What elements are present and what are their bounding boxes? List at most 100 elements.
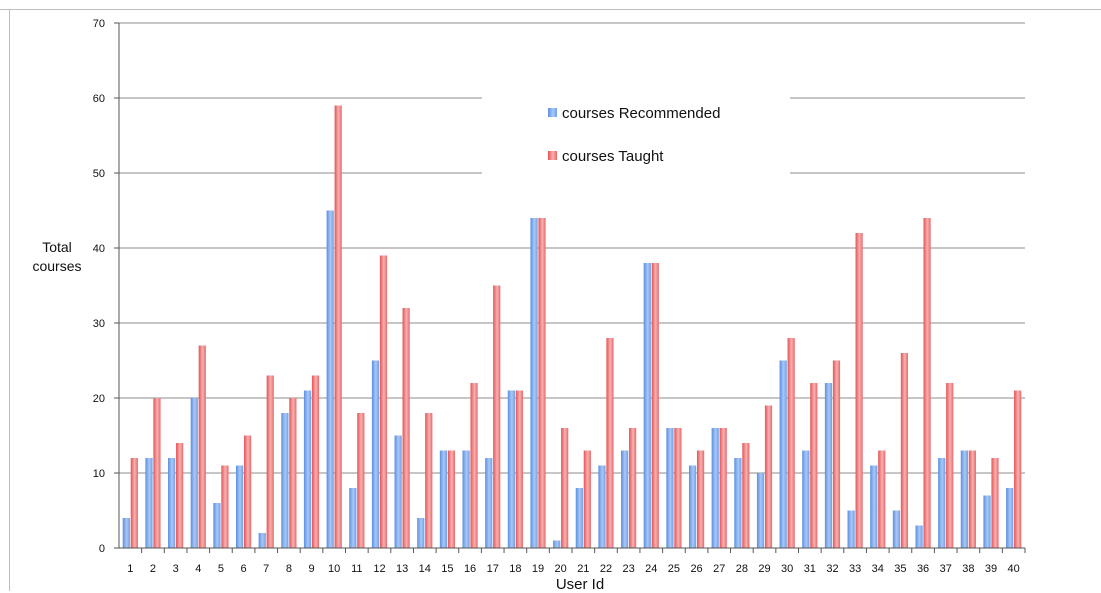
bar-courses-taught — [1014, 390, 1022, 548]
x-tick-label: 28 — [736, 563, 748, 575]
x-tick-label: 32 — [826, 563, 838, 575]
y-tick-label: 0 — [99, 543, 105, 555]
x-tick-label: 4 — [195, 563, 201, 575]
x-tick-label: 31 — [804, 563, 816, 575]
x-tick-label: 25 — [668, 563, 680, 575]
bar-courses-taught — [425, 413, 433, 548]
bar-courses-taught — [719, 428, 727, 548]
x-tick-label: 37 — [940, 563, 952, 575]
bar-courses-recommended — [190, 398, 198, 548]
x-tick-label: 6 — [241, 563, 247, 575]
bar-courses-taught — [606, 338, 614, 548]
x-tick-label: 33 — [849, 563, 861, 575]
bar-courses-taught — [742, 443, 750, 548]
x-tick-label: 8 — [286, 563, 292, 575]
legend-label: courses Recommended — [562, 105, 720, 122]
x-tick-label: 22 — [600, 563, 612, 575]
bar-courses-recommended — [235, 465, 244, 548]
bar-courses-recommended — [168, 458, 176, 548]
x-tick-label: 12 — [373, 563, 385, 575]
bar-courses-taught — [832, 360, 841, 548]
bar-courses-taught — [878, 450, 886, 548]
bar-courses-recommended — [802, 450, 810, 548]
legend-swatch — [548, 108, 557, 117]
y-tick-label: 40 — [93, 243, 105, 255]
bar-courses-taught — [311, 375, 320, 548]
x-tick-label: 7 — [263, 563, 269, 575]
y-tick-label: 10 — [93, 468, 105, 480]
x-tick-label: 20 — [555, 563, 567, 575]
x-tick-label: 11 — [351, 563, 362, 575]
x-tick-label: 19 — [532, 563, 544, 575]
bar-courses-recommended — [938, 458, 946, 548]
bar-courses-taught — [787, 338, 795, 548]
x-tick-label: 27 — [713, 563, 725, 575]
bar-courses-taught — [221, 465, 229, 548]
bar-courses-taught — [243, 435, 252, 548]
x-tick-label: 17 — [487, 563, 499, 575]
y-axis-label: Total courses — [32, 239, 82, 274]
bar-courses-recommended — [122, 518, 130, 548]
x-tick-label: 1 — [127, 563, 133, 575]
bar-courses-taught — [900, 353, 909, 548]
bar-courses-recommended — [145, 458, 153, 548]
x-tick-label: 36 — [917, 563, 929, 575]
y-tick-label: 70 — [93, 18, 105, 30]
bar-courses-recommended — [621, 450, 629, 548]
bar-courses-taught — [696, 450, 705, 548]
bar-courses-recommended — [553, 540, 561, 548]
bar-courses-recommended — [485, 458, 493, 548]
bar-courses-recommended — [507, 390, 515, 548]
frame-border-top — [0, 9, 1101, 10]
bars — [122, 105, 1022, 548]
bar-courses-recommended — [870, 465, 878, 548]
x-tick-label: 21 — [577, 563, 589, 575]
x-tick-label: 26 — [690, 563, 702, 575]
y-tick-label: 30 — [93, 318, 105, 330]
bar-courses-taught — [923, 218, 931, 548]
bar-courses-recommended — [983, 495, 991, 548]
bar-courses-recommended — [666, 428, 674, 548]
bar-courses-recommended — [688, 465, 697, 548]
bar-courses-recommended — [575, 488, 583, 548]
bar-courses-recommended — [439, 450, 448, 548]
bar-courses-taught — [674, 428, 682, 548]
bar-courses-taught — [561, 428, 569, 548]
frame-border-left — [9, 9, 10, 591]
bar-courses-taught — [493, 285, 501, 548]
bar-courses-recommended — [530, 218, 538, 548]
bar-courses-recommended — [915, 525, 923, 548]
bar-courses-taught — [289, 398, 297, 548]
bar-courses-recommended — [1006, 488, 1014, 548]
x-tick-label: 18 — [509, 563, 521, 575]
bar-courses-recommended — [734, 458, 742, 548]
x-tick-label: 14 — [419, 563, 431, 575]
bar-courses-recommended — [281, 413, 289, 548]
bar-courses-recommended — [213, 503, 221, 548]
bar-courses-taught — [379, 255, 388, 548]
bar-courses-taught — [651, 263, 659, 548]
bar-courses-taught — [810, 383, 818, 548]
x-tick-label: 13 — [396, 563, 408, 575]
bar-courses-recommended — [462, 450, 470, 548]
bar-courses-recommended — [349, 488, 357, 548]
bar-courses-recommended — [892, 510, 901, 548]
bar-courses-recommended — [711, 428, 719, 548]
x-tick-label: 2 — [150, 563, 156, 575]
bar-courses-taught — [402, 308, 410, 548]
y-tick-label: 50 — [93, 168, 105, 180]
x-tick-label: 23 — [623, 563, 635, 575]
x-tick-label: 29 — [758, 563, 770, 575]
bar-courses-taught — [447, 450, 456, 548]
bar-courses-recommended — [417, 518, 425, 548]
x-tick-label: 9 — [308, 563, 314, 575]
bar-courses-recommended — [371, 360, 380, 548]
x-tick-label: 34 — [872, 563, 884, 575]
x-tick-label: 5 — [218, 563, 224, 575]
bar-courses-taught — [153, 398, 161, 548]
bar-courses-taught — [198, 345, 206, 548]
x-axis-label: User Id — [555, 576, 605, 593]
bar-courses-taught — [515, 390, 523, 548]
x-tick-label: 15 — [441, 563, 453, 575]
